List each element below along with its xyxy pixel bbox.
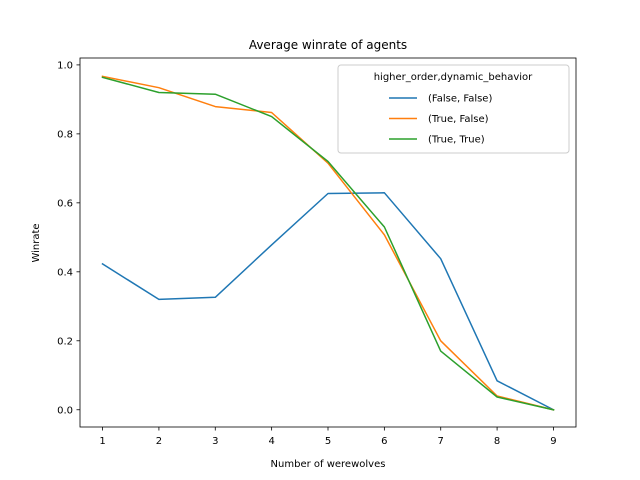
legend-entry-label: (True, True) [428,135,485,146]
x-tick-label: 8 [494,436,500,447]
x-tick-label: 1 [99,436,105,447]
legend-title: higher_order,dynamic_behavior [374,72,533,83]
y-tick-label: 0.8 [57,129,73,140]
y-axis-label: Winrate [31,223,42,262]
x-tick-label: 3 [212,436,218,447]
x-tick-label: 4 [268,436,274,447]
x-tick-label: 7 [438,436,444,447]
y-tick-label: 0.2 [57,336,73,347]
legend-entry-label: (True, False) [428,114,489,125]
y-tick-label: 1.0 [57,60,73,71]
y-tick-label: 0.0 [57,405,73,416]
x-tick-label: 5 [325,436,331,447]
y-tick-label: 0.4 [57,267,73,278]
series-line-3 [101,76,555,411]
legend: higher_order,dynamic_behavior (False, Fa… [337,64,570,154]
y-tick-label: 0.6 [57,198,73,209]
series-line-2 [101,75,555,411]
x-axis-label: Number of werewolves [271,459,386,470]
x-tick-label: 9 [550,436,556,447]
x-tick-label: 6 [381,436,387,447]
x-tick-label: 2 [156,436,162,447]
legend-frame [337,64,570,154]
plot-area: 1 2 3 4 5 6 7 8 9 0.0 0.2 0.4 0.6 0.8 1.0 [57,57,577,447]
legend-entry-label: (False, False) [428,94,492,105]
chart-title: Average winrate of agents [249,38,407,52]
series-line-1 [101,192,555,411]
